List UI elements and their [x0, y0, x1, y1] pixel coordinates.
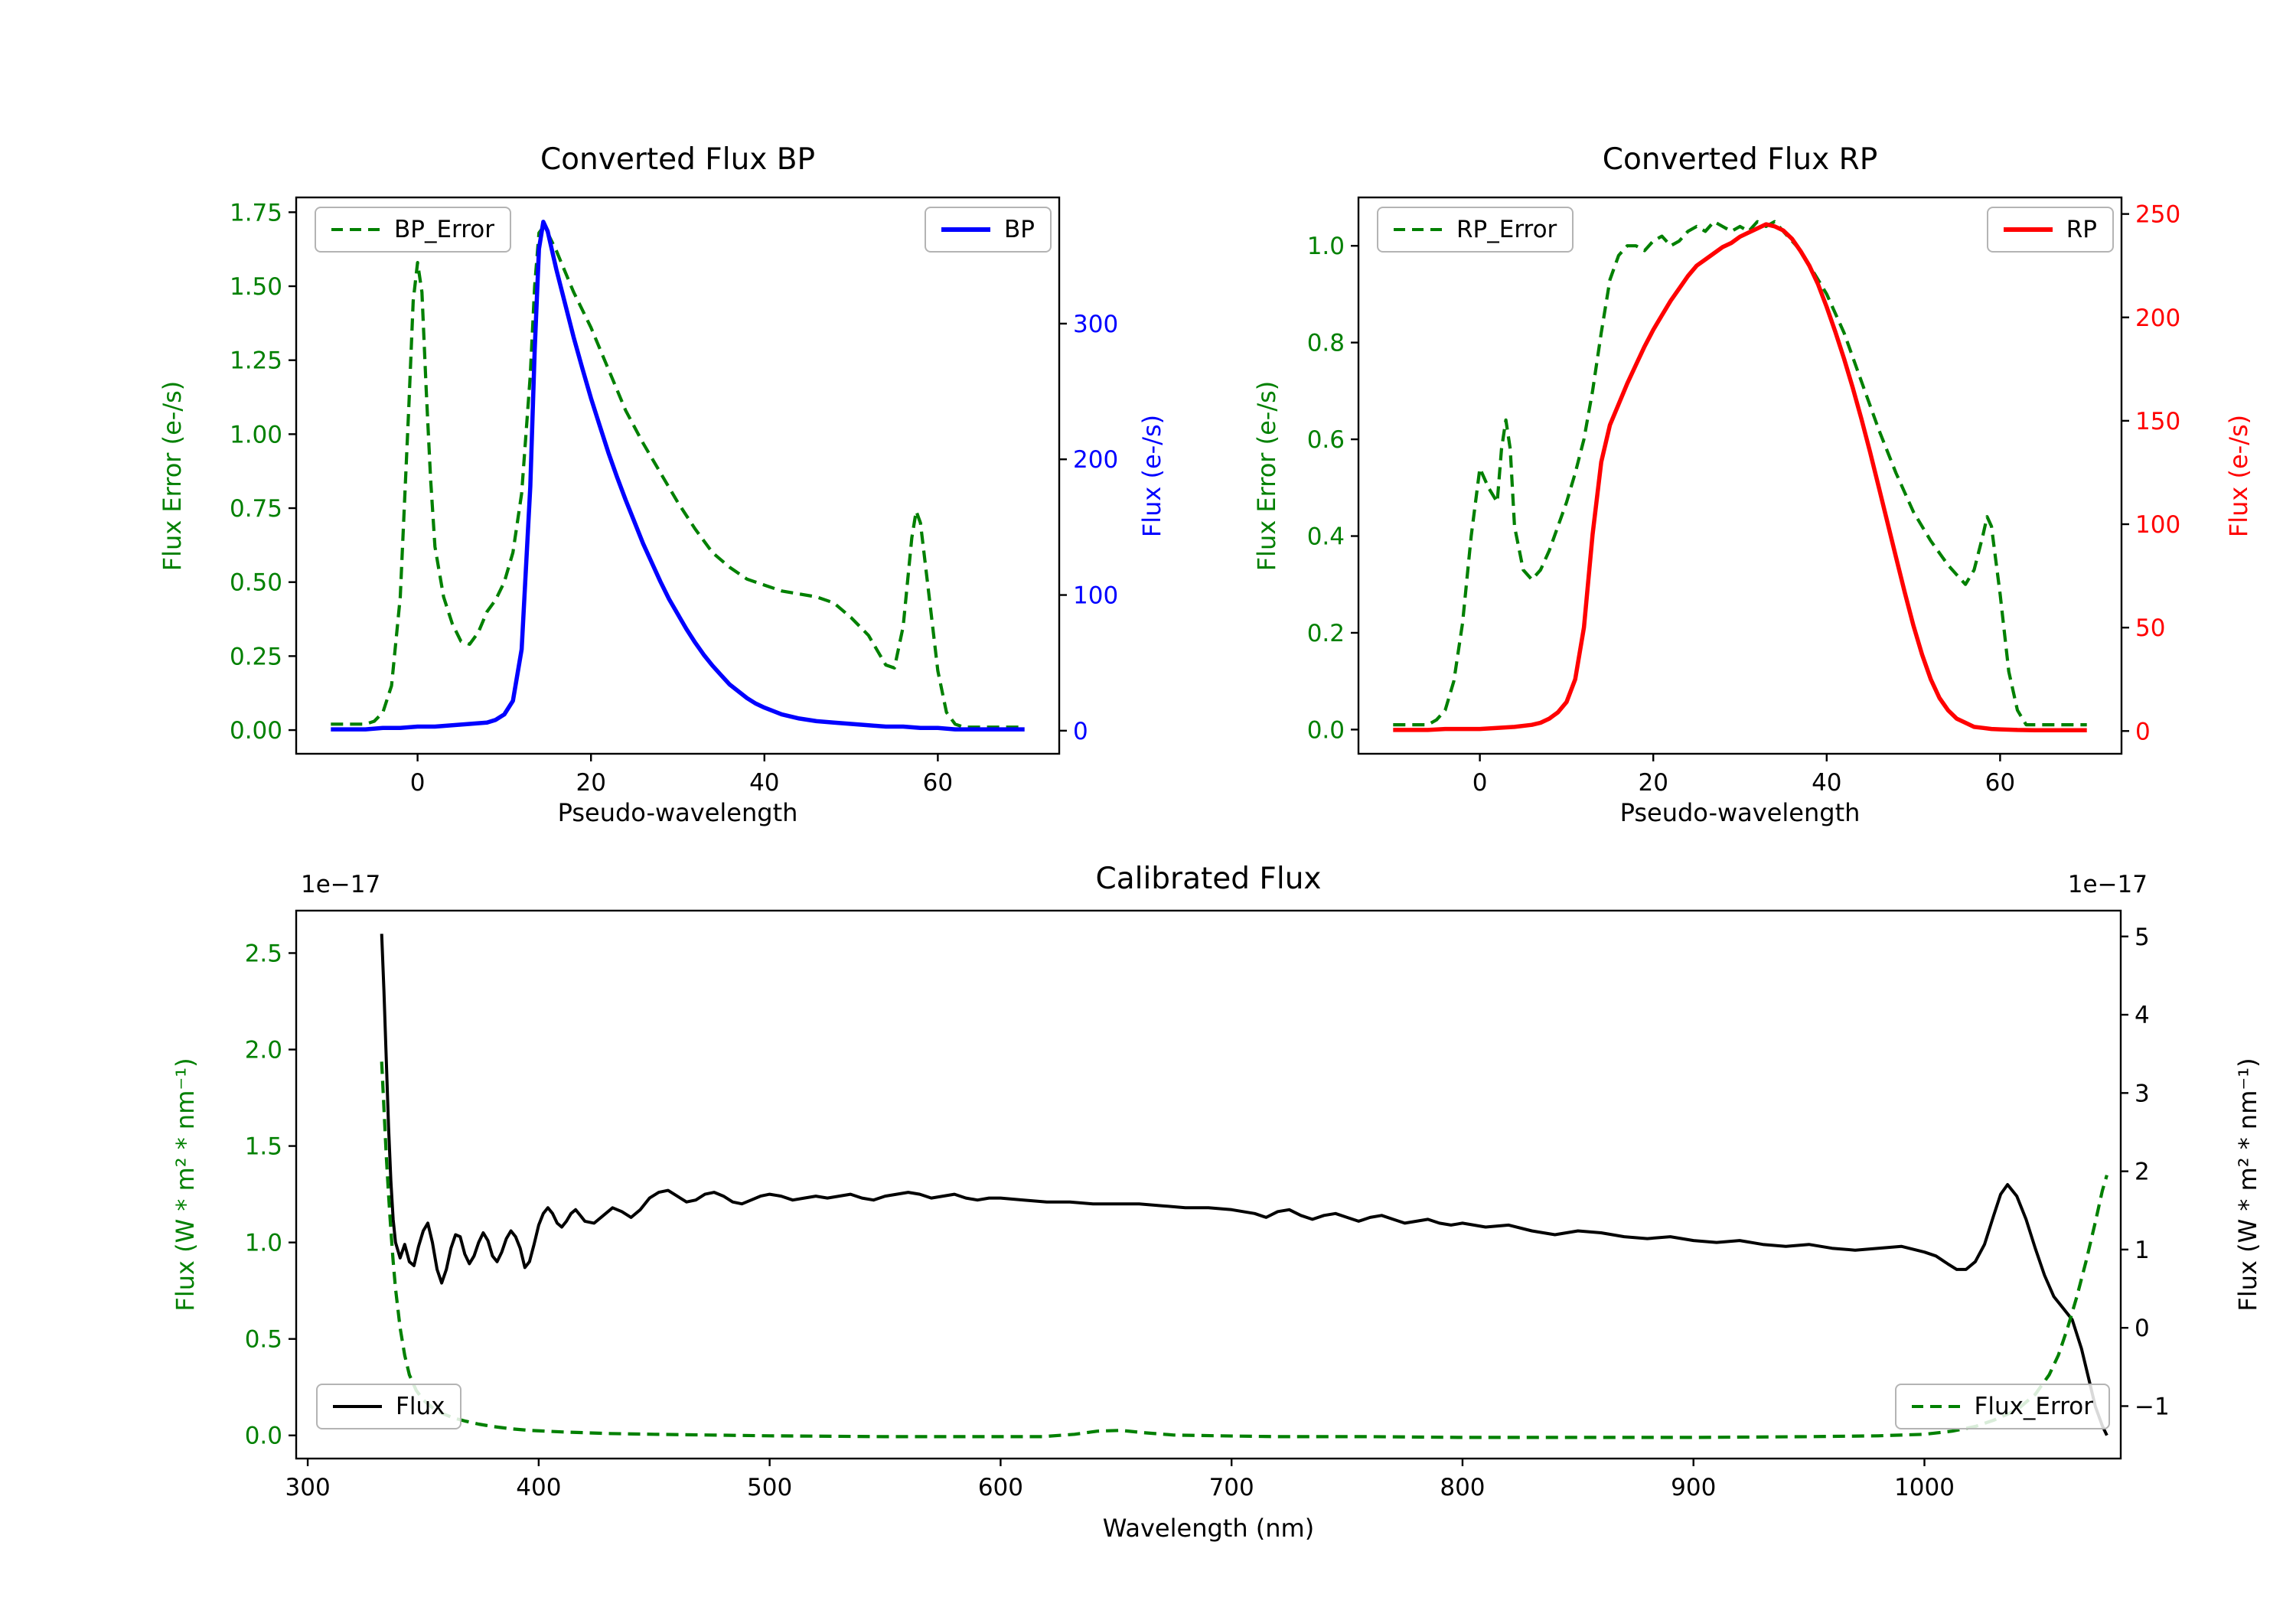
flux-error-legend-line: [1911, 1404, 1961, 1409]
legend-bp-error: BP_Error: [315, 207, 512, 253]
svg-text:200: 200: [2135, 305, 2180, 332]
chart-converted-flux-rp: Converted Flux RP Flux Error (e-/s) Flux…: [1252, 142, 2253, 827]
svg-text:100: 100: [1073, 582, 1118, 610]
svg-text:40: 40: [749, 769, 779, 797]
svg-text:0: 0: [2135, 1315, 2150, 1342]
svg-text:0.6: 0.6: [1307, 426, 1345, 454]
svg-text:3: 3: [2135, 1080, 2150, 1107]
svg-text:0: 0: [2135, 718, 2151, 745]
svg-text:1000: 1000: [1894, 1474, 1955, 1501]
svg-text:600: 600: [978, 1474, 1023, 1501]
svg-text:0.75: 0.75: [230, 495, 282, 523]
rp-legend-label: RP: [2066, 216, 2097, 243]
ylabel-right-bp: Flux (e-/s): [1137, 414, 1166, 537]
ylabel-right-calibrated: Flux (W * m² * nm⁻¹): [2233, 1058, 2262, 1312]
bp-legend-line: [941, 227, 991, 232]
svg-text:0.8: 0.8: [1307, 330, 1345, 357]
bp-error-legend-label: BP_Error: [394, 216, 495, 243]
svg-text:900: 900: [1671, 1474, 1716, 1501]
svg-text:−1: −1: [2135, 1393, 2170, 1420]
legend-rp: RP: [1986, 207, 2114, 253]
svg-text:2.5: 2.5: [245, 940, 282, 967]
offset-text-left: 1e−17: [301, 871, 381, 898]
svg-text:20: 20: [1638, 769, 1668, 797]
legend-flux-error: Flux_Error: [1894, 1384, 2110, 1429]
svg-text:0.0: 0.0: [245, 1423, 282, 1450]
svg-text:0.5: 0.5: [245, 1326, 282, 1354]
svg-text:250: 250: [2135, 201, 2180, 229]
svg-text:0.0: 0.0: [1307, 716, 1345, 744]
svg-text:40: 40: [1812, 769, 1841, 797]
svg-text:700: 700: [1209, 1474, 1254, 1501]
svg-text:0.2: 0.2: [1307, 620, 1345, 647]
offset-text-right: 1e−17: [2067, 871, 2148, 898]
ylabel-left-calibrated: Flux (W * m² * nm⁻¹): [171, 1058, 200, 1312]
rp-error-legend-line: [1394, 227, 1443, 232]
xlabel-rp: Pseudo-wavelength: [1619, 798, 1861, 827]
svg-text:0: 0: [1473, 769, 1488, 797]
svg-text:0: 0: [1073, 718, 1088, 745]
svg-text:20: 20: [576, 769, 605, 797]
svg-text:5: 5: [2135, 924, 2150, 951]
ylabel-left-bp: Flux Error (e-/s): [158, 380, 187, 571]
chart-title-rp: Converted Flux RP: [1602, 142, 1878, 177]
svg-text:800: 800: [1440, 1474, 1485, 1501]
svg-text:1.75: 1.75: [230, 199, 282, 227]
legend-bp: BP: [925, 207, 1052, 253]
cal-plot: 300 400 500 600 700 800 900 1000 0.0 0.5 1.0 1.5 2.0…: [245, 909, 2170, 1501]
ylabel-right-rp: Flux (e-/s): [2224, 414, 2253, 537]
ylabel-left-rp: Flux Error (e-/s): [1252, 380, 1281, 571]
svg-text:50: 50: [2135, 614, 2165, 642]
chart-converted-flux-bp: Converted Flux BP Flux Error (e-/s) Flux…: [158, 142, 1166, 827]
bp-plot: 0 20 40 60 0.00 0.25 0.50 0.75 1.00 1.25 1.50 1.75 0…: [230, 196, 1118, 797]
bp-error-legend-line: [331, 227, 380, 232]
svg-text:300: 300: [285, 1474, 331, 1501]
svg-text:1.0: 1.0: [1307, 233, 1345, 260]
svg-text:0.50: 0.50: [230, 569, 282, 597]
svg-text:0.00: 0.00: [230, 717, 282, 745]
svg-text:200: 200: [1073, 446, 1118, 474]
svg-text:1.5: 1.5: [245, 1133, 282, 1161]
chart-title-bp: Converted Flux BP: [540, 142, 816, 177]
svg-text:1.0: 1.0: [245, 1230, 282, 1257]
svg-text:1.00: 1.00: [230, 421, 282, 448]
svg-text:60: 60: [923, 769, 953, 797]
svg-text:2.0: 2.0: [245, 1037, 282, 1064]
svg-text:0: 0: [410, 769, 426, 797]
flux-error-legend-label: Flux_Error: [1974, 1393, 2094, 1420]
svg-text:1.25: 1.25: [230, 347, 282, 375]
rp-legend-line: [2003, 227, 2053, 232]
chart-title-calibrated: Calibrated Flux: [1095, 862, 1322, 896]
legend-flux: Flux: [316, 1384, 462, 1429]
svg-text:2: 2: [2135, 1159, 2150, 1186]
legend-rp-error: RP_Error: [1377, 207, 1574, 253]
svg-text:1: 1: [2135, 1237, 2150, 1264]
svg-text:0.4: 0.4: [1307, 523, 1345, 551]
svg-text:60: 60: [1985, 769, 2015, 797]
svg-text:1.50: 1.50: [230, 273, 282, 301]
svg-text:0.25: 0.25: [230, 643, 282, 670]
svg-text:500: 500: [747, 1474, 792, 1501]
svg-text:150: 150: [2135, 408, 2180, 435]
flux-legend-label: Flux: [396, 1393, 445, 1420]
flux-legend-line: [333, 1405, 382, 1408]
svg-text:400: 400: [516, 1474, 561, 1501]
bp-legend-label: BP: [1004, 216, 1035, 243]
svg-text:4: 4: [2135, 1002, 2150, 1029]
svg-text:100: 100: [2135, 511, 2180, 539]
rp-plot: 0 20 40 60 0.0 0.2 0.4 0.6 0.8 1.0 0 50 100 150 200 250: [1307, 196, 2180, 797]
svg-text:300: 300: [1073, 311, 1118, 338]
rp-error-legend-label: RP_Error: [1456, 216, 1557, 243]
chart-calibrated-flux: Calibrated Flux 1e−17 1e−17 Flux (W * m²…: [171, 862, 2262, 1543]
xlabel-bp: Pseudo-wavelength: [557, 798, 798, 827]
xlabel-calibrated: Wavelength (nm): [1102, 1514, 1315, 1543]
